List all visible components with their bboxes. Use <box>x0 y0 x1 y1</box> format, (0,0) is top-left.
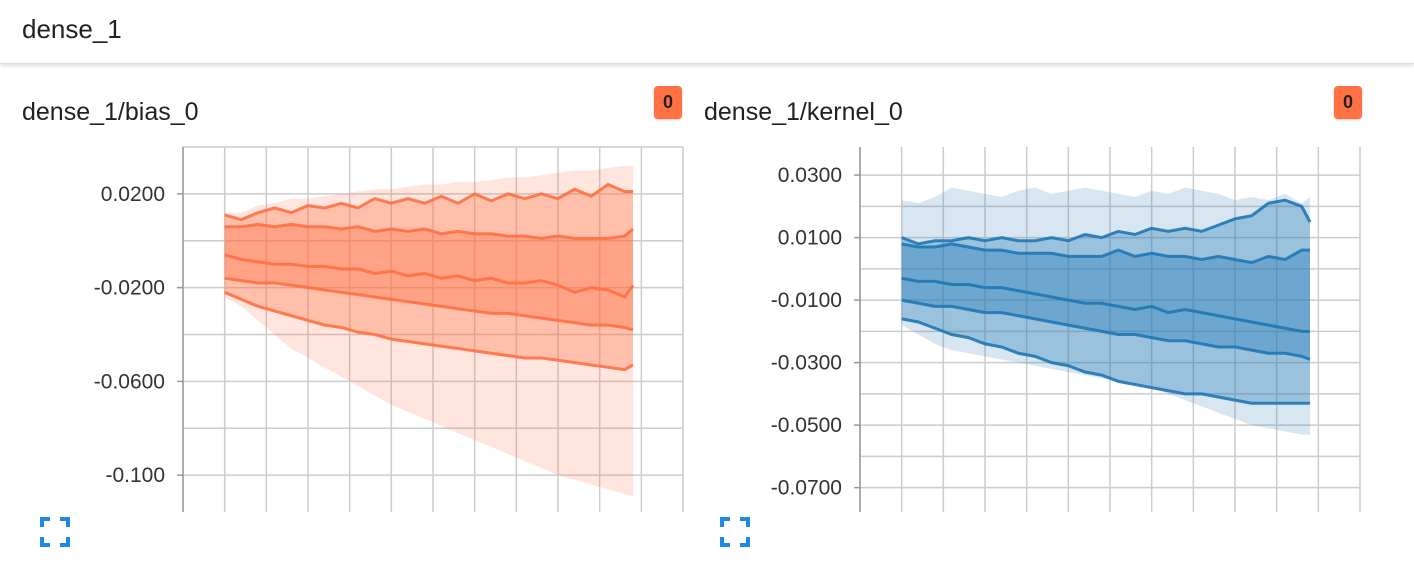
y-tick-label: -0.0500 <box>771 414 842 437</box>
y-tick-label: 0.0300 <box>778 164 842 187</box>
y-tick-label: -0.0100 <box>771 289 842 312</box>
percentile-line <box>901 317 1310 405</box>
y-tick-label: -0.0700 <box>771 477 842 500</box>
distribution-band <box>224 292 633 497</box>
fullscreen-toggle-button[interactable] <box>720 517 750 547</box>
percentile-line <box>224 253 635 299</box>
fullscreen-icon <box>40 517 70 547</box>
distribution-band <box>901 243 1310 332</box>
percentile-line <box>901 298 1311 361</box>
y-tick-label: -0.0600 <box>94 370 165 393</box>
fullscreen-toggle-button[interactable] <box>40 517 70 547</box>
distribution-band <box>901 278 1310 360</box>
run-badge: 0 <box>654 86 682 119</box>
distribution-band <box>901 187 1310 244</box>
y-tick-label: -0.0300 <box>771 352 842 375</box>
histogram-card-kernel: dense_1/kernel_0 0 0.0300 0.0100 -0.0100 -0… <box>690 66 1380 566</box>
distribution-band <box>224 278 633 370</box>
histogram-chart-kernel: 0.0300 0.0100 -0.0100 -0.0300 -0.0500 -0.0700… <box>771 147 1361 512</box>
distribution-band <box>901 300 1310 404</box>
percentile-line <box>901 242 1310 265</box>
distribution-band <box>901 318 1310 435</box>
percentile-line <box>224 182 633 222</box>
card-title: dense_1/bias_0 <box>22 98 199 126</box>
y-tick-label: -0.0200 <box>94 277 165 300</box>
distribution-band <box>224 254 633 330</box>
percentile-line <box>224 222 634 240</box>
histogram-chart-bias: 0.0200-0.0200-0.0600-0.1000.00010.0020.0… <box>94 146 684 512</box>
run-badge: 0 <box>1334 86 1362 119</box>
fullscreen-icon <box>720 517 750 547</box>
y-tick-label: -0.100 <box>105 464 165 487</box>
section-title: dense_1 <box>22 14 122 44</box>
y-tick-label: 0.0200 <box>101 183 165 206</box>
percentile-line <box>224 276 634 332</box>
percentile-line <box>901 198 1312 246</box>
card-title: dense_1/kernel_0 <box>704 98 903 126</box>
distribution-band <box>224 224 633 297</box>
histogram-card-bias: dense_1/bias_0 0 0.0200 -0.0200 -0.0600 -0.… <box>0 66 690 566</box>
percentile-line <box>901 276 1310 333</box>
distribution-band <box>901 200 1310 263</box>
y-tick-label: 0.0100 <box>778 227 842 250</box>
section-header: dense_1 <box>0 0 1414 64</box>
percentile-line <box>224 290 634 372</box>
